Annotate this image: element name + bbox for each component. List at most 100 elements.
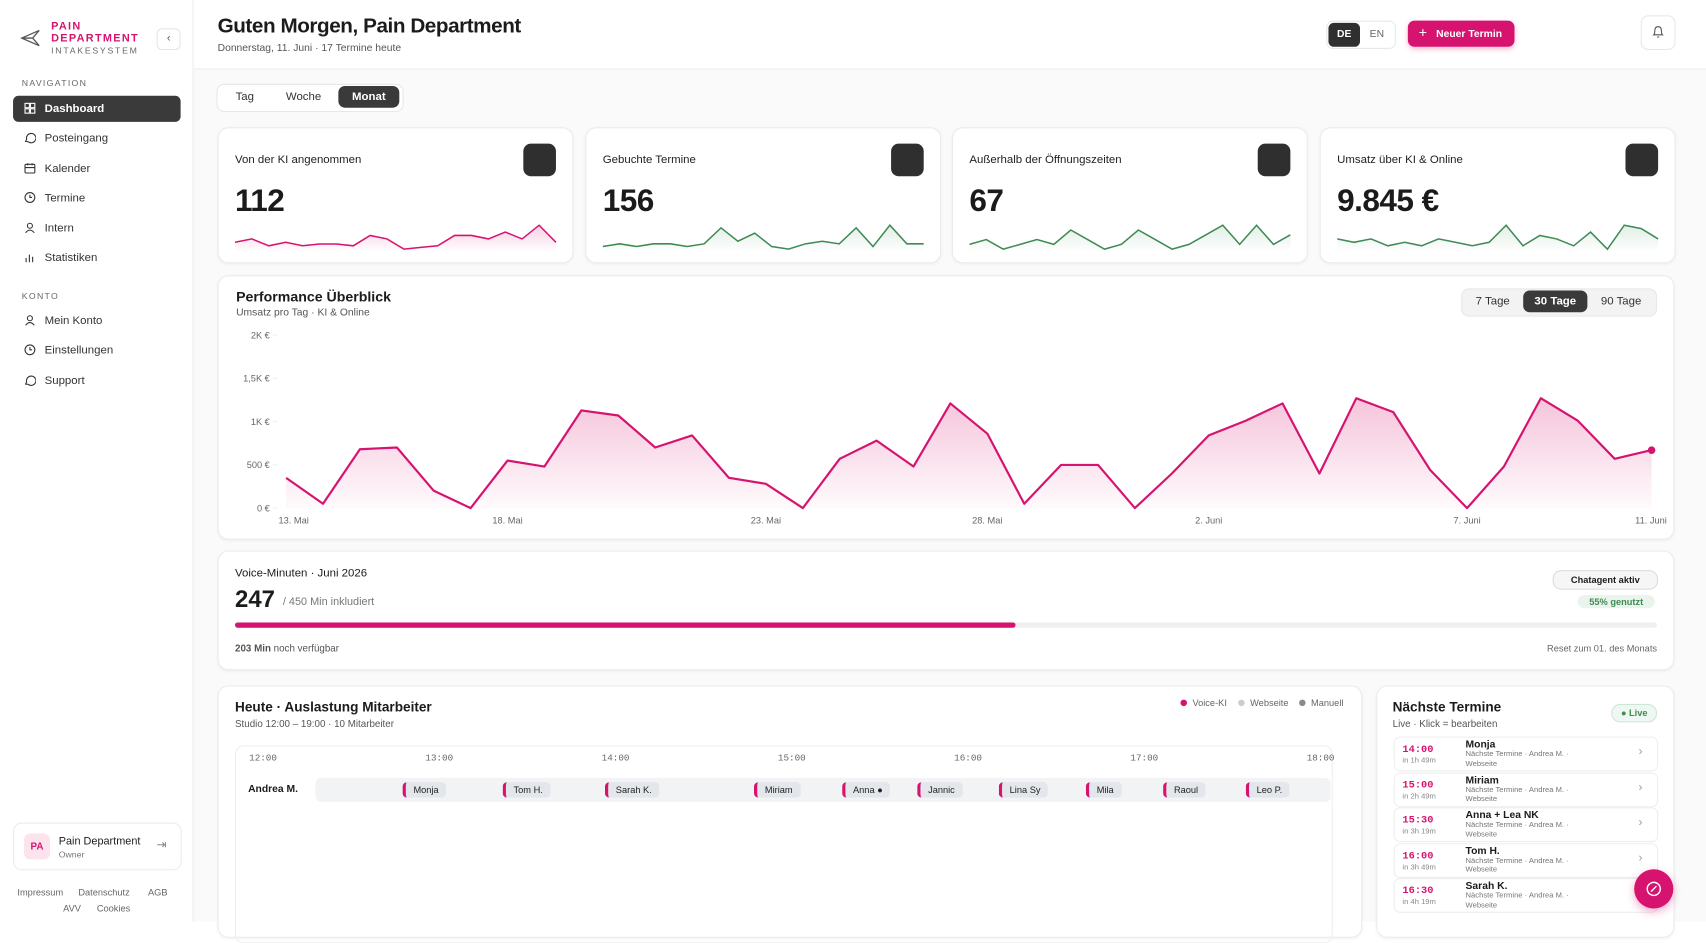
language-toggle: DE EN [1326,20,1396,49]
nav-item[interactable]: Intern [13,215,181,241]
item-detail: Nächste Termine · Andrea M. · Webseite [1465,892,1569,910]
upcoming-item[interactable]: 15:30 in 3h 19m Anna + Lea NK Nächste Termi… [1393,807,1659,843]
booking-chip[interactable]: Miriam [753,782,801,798]
nav-label: Support [44,374,85,388]
notifications-button[interactable] [1640,15,1676,51]
language-option[interactable]: DE [1328,22,1361,47]
x-tick-label: 28. Mai [972,515,1002,525]
line [285,397,1652,510]
range-tab[interactable]: 90 Tage [1600,294,1642,308]
nav-item[interactable]: Posteingang [13,126,181,152]
hour-label: 15:00 [777,752,806,764]
language-option[interactable]: EN [1369,28,1385,41]
range-tab[interactable]: 30 Tage [1523,290,1588,313]
kpi-icon [1625,143,1659,177]
brand-sub: INTAKESYSTEM [51,45,139,56]
app: PAIN DEPARTMENT INTAKESYSTEM ‹ NAVIGATIO… [13,0,1706,943]
nav-item[interactable]: Kalender [13,155,181,181]
kpi-label: Umsatz über KI & Online [1337,153,1463,167]
legend-label: Manuell [1311,697,1344,709]
user-name: Pain Department [58,835,141,848]
kpi-card: Außerhalb der Öffnungszeiten 67 [952,127,1308,264]
nav-label: Posteingang [44,132,109,146]
item-name: Sarah K. [1465,880,1508,893]
booking-chip[interactable]: Monja [402,782,447,798]
booking-chip[interactable]: Sarah K. [604,782,660,798]
nav-item[interactable]: Einstellungen [13,338,181,364]
legend-label: Voice-KI [1192,697,1227,709]
footer-link[interactable]: Cookies [96,903,131,914]
item-time: 14:00 [1402,743,1434,756]
legend-swatch [1299,699,1306,707]
upcoming-item[interactable]: 14:00 in 1h 49m Monja Nächste Termine · And… [1393,736,1659,772]
footer-link[interactable]: Datenschutz [78,886,130,898]
upcoming-item[interactable]: 16:00 in 3h 49m Tom H. Nächste Termine · An… [1393,842,1659,878]
booking-chip[interactable]: Anna ● [842,782,891,798]
period-tab[interactable]: Monat [338,85,400,108]
usage-badge: 55% genutzt [1577,595,1655,609]
nav-item[interactable]: Support [13,368,181,394]
sparkline [1337,224,1659,253]
nav-label: Kalender [44,161,91,175]
period-tab[interactable]: Tag [235,90,255,104]
item-time: 16:30 [1402,884,1434,897]
new-appointment-button[interactable]: + Neuer Termin [1407,20,1515,47]
nav-item[interactable]: Mein Konto [13,308,181,334]
booking-chip[interactable]: Leo P. [1245,782,1290,798]
x-tick-label: 13. Mai [279,515,309,525]
sparkline [602,224,924,253]
nav-item[interactable]: Termine [13,185,181,211]
x-tick-label: 11. Juni [1635,515,1667,525]
text: 203 Min [235,643,271,654]
booking-chip[interactable]: Lina Sy [998,782,1049,798]
sparkline [235,224,557,253]
period-tab[interactable]: Woche [285,90,322,104]
collapse-button[interactable]: ‹ [156,28,181,51]
row-name: Andrea M. [248,783,299,796]
row-track [315,777,1331,802]
item-chevron: › [1638,745,1643,759]
upcoming-item[interactable]: 16:30 in 4h 19m Sarah K. Nächste Termine · … [1393,878,1659,914]
voice-remaining: 203 Min noch verfügbar [235,643,339,654]
item-name: Anna + Lea NK [1465,809,1539,822]
x-tick-label: 23. Mai [751,515,781,525]
sparkline-line [602,224,924,250]
range-tab[interactable]: 7 Tage [1475,294,1510,308]
footer-link[interactable]: AGB [147,886,168,898]
y-tick-label: 1,5K € [243,374,270,384]
kpi-value: 112 [235,183,285,219]
voice-used: 247 [235,585,275,613]
kpi-icon [891,143,924,177]
user-card[interactable]: PA Pain Department Owner ⇥ [13,822,182,871]
timeline [235,745,1333,943]
hour-label: 18:00 [1306,752,1335,764]
item-name: Tom H. [1465,845,1500,858]
progress-fill [235,622,1016,628]
footer-link[interactable]: AVV [63,903,81,914]
nav-item[interactable]: Statistiken [13,245,181,271]
nav-item[interactable]: Dashboard [13,95,181,122]
booking-chip[interactable]: Raoul [1163,782,1206,798]
booking-chip[interactable]: Jannic [917,782,963,798]
voice-title: Voice-Minuten · Juni 2026 [235,566,368,580]
footer-link[interactable]: Impressum [17,886,64,898]
hour-label: 17:00 [1130,752,1159,764]
item-name: Monja [1465,738,1496,751]
brand-line: PAIN [51,20,82,33]
legend-swatch [1180,699,1188,707]
booking-chip[interactable]: Mila [1085,782,1122,798]
plus-icon: + [1418,23,1428,41]
nav-icon [24,344,36,356]
y-tick-label: 1K € [251,417,270,427]
nav-icon [25,315,35,326]
nav-label: Termine [44,191,86,205]
assistant-fab[interactable] [1634,869,1674,909]
upcoming-item[interactable]: 15:00 in 2h 49m Miriam Nächste Termine · An… [1393,772,1659,807]
brand-line: DEPARTMENT [51,32,139,45]
booking-chip[interactable]: Tom H. [502,782,551,798]
item-eta: in 4h 19m [1402,899,1436,907]
logout-icon[interactable]: ⇥ [156,838,167,852]
item-eta: in 3h 49m [1402,863,1436,872]
nav-icon [24,133,36,144]
button-label: Neuer Termin [1436,28,1503,41]
